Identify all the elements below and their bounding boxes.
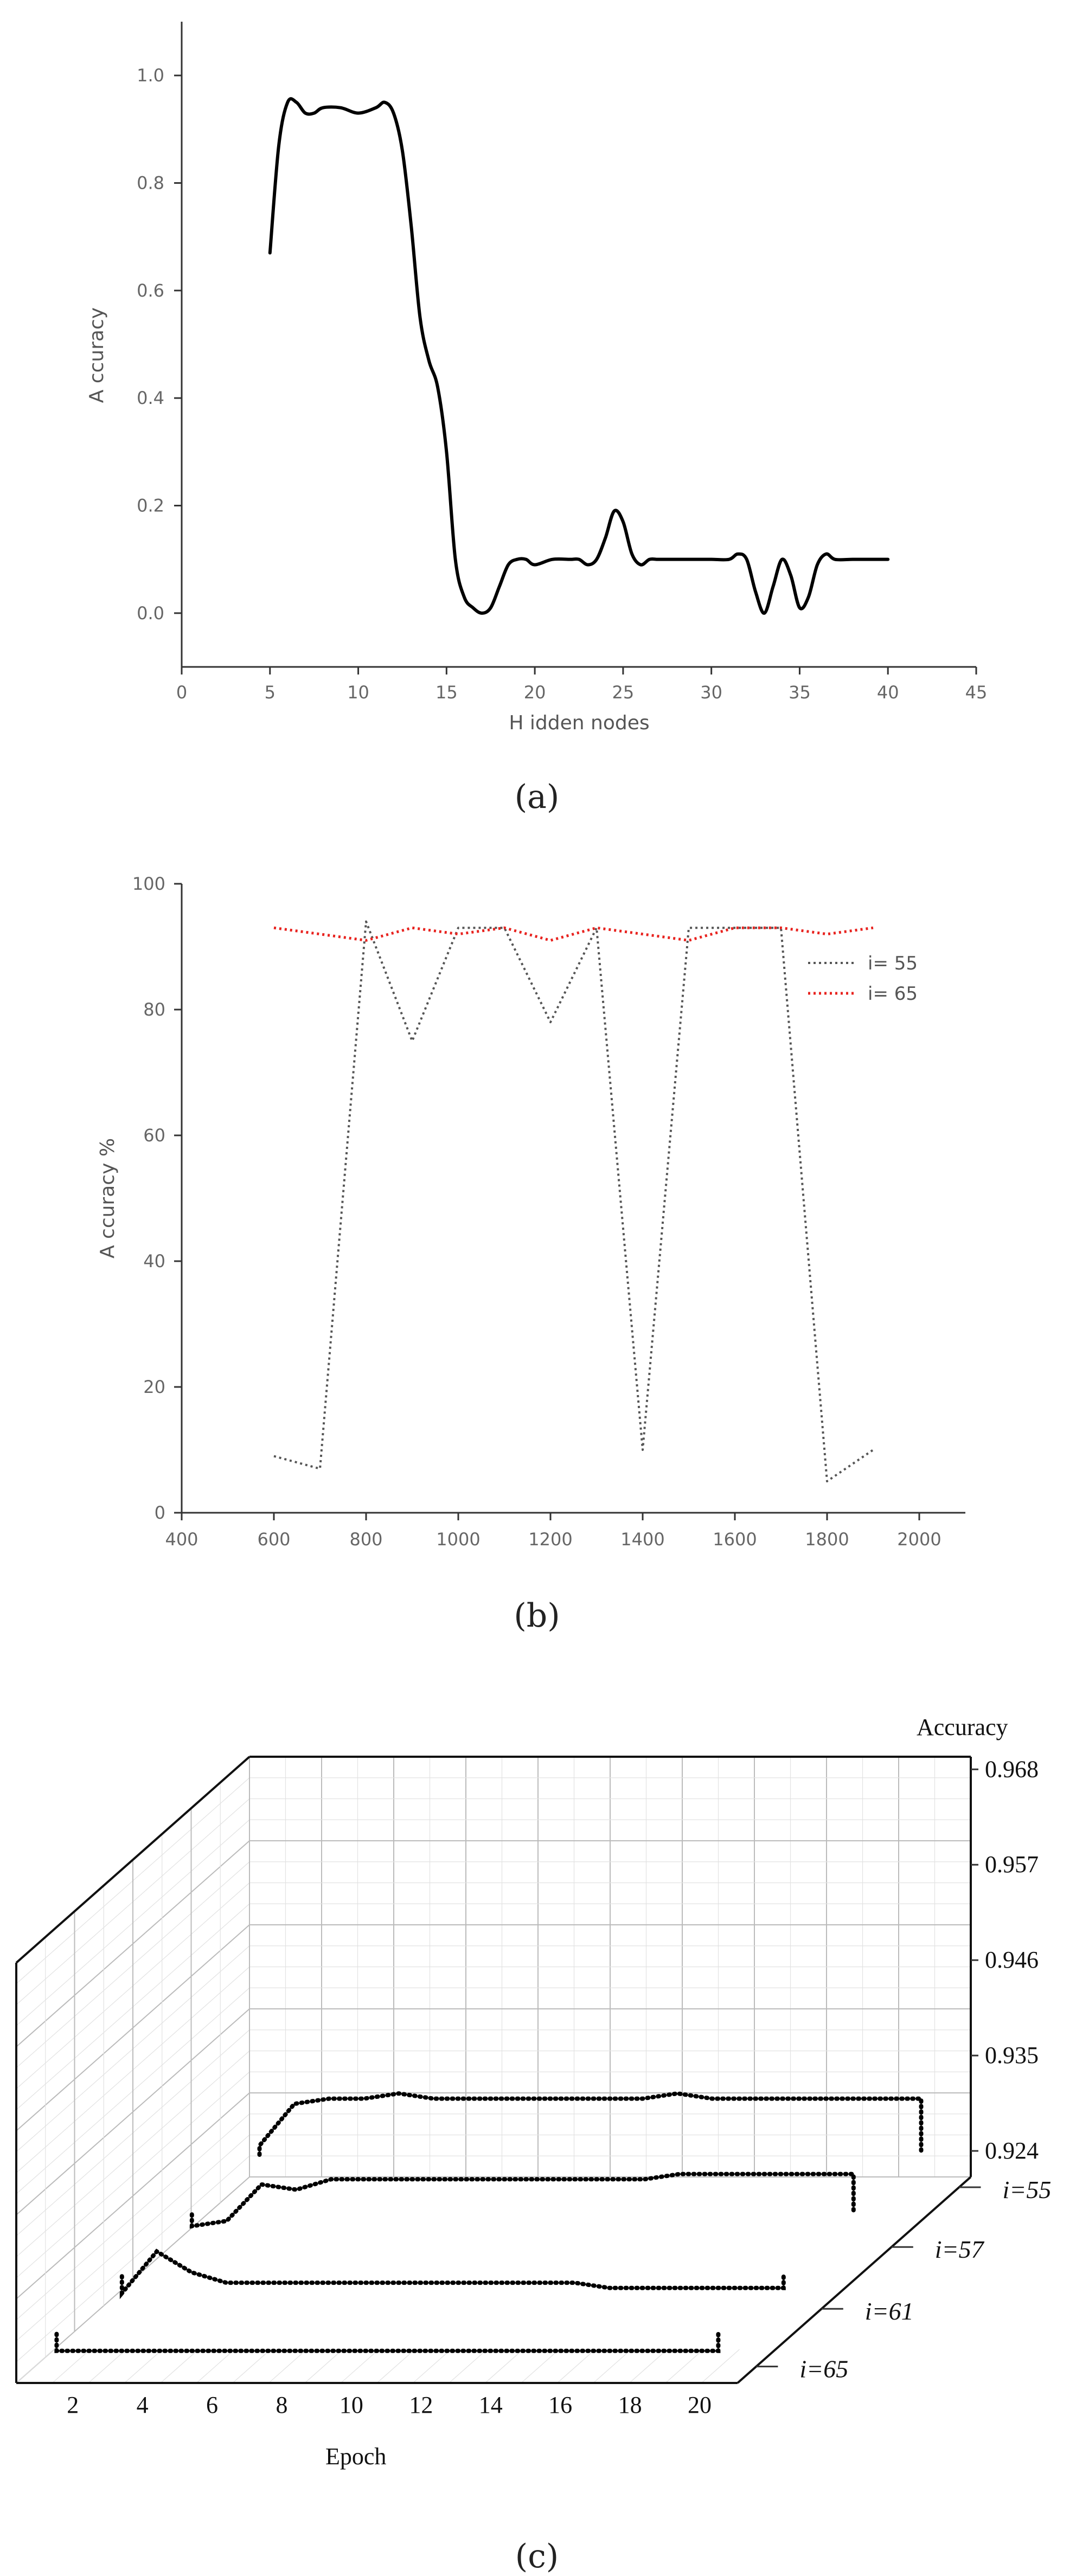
- chart-c-x-tick-label: 18: [618, 2392, 642, 2418]
- chart-b-caption: (b): [514, 1597, 560, 1635]
- chart-c-depth-label: i=55: [1003, 2176, 1052, 2204]
- chart-b-y-tick-label: 80: [143, 999, 165, 1020]
- chart-c-floor-grid: [341, 2349, 379, 2384]
- chart-c-floor-grid: [629, 2349, 668, 2384]
- chart-a-x-tick-label: 40: [877, 682, 899, 703]
- chart-a-y-tick-label: 0.4: [137, 388, 164, 408]
- chart-c-floor-grid: [376, 2349, 415, 2384]
- chart-b-x-tick-label: 1600: [713, 1529, 757, 1550]
- chart-a-y-tick-label: 0.2: [137, 496, 164, 516]
- chart-c-floor-grid: [196, 2349, 235, 2384]
- chart-c-floor-grid: [88, 2349, 127, 2384]
- chart-b-x-tick-label: 600: [257, 1529, 290, 1550]
- chart-a-y-label: A ccuracy: [86, 307, 108, 403]
- chart-b-x-tick-label: 1400: [620, 1529, 664, 1550]
- chart-c-floor-grid: [665, 2349, 704, 2384]
- chart-c-floor-grid: [232, 2349, 271, 2384]
- chart-c-x-tick-label: 20: [688, 2392, 712, 2418]
- chart-c-z-label: Accuracy: [917, 1714, 1008, 1740]
- chart-a-x-tick-label: 5: [265, 682, 276, 703]
- chart-c-floor-grid: [449, 2349, 488, 2384]
- chart-c-series-i61: [119, 2249, 786, 2299]
- chart-c-floor-grid: [268, 2349, 307, 2384]
- chart-c-x-label: Epoch: [325, 2443, 386, 2470]
- chart-a-x-tick-label: 15: [435, 682, 458, 703]
- chart-c-series-i57: [189, 2172, 856, 2229]
- chart-c-floor-grid: [124, 2349, 163, 2384]
- chart-c-floor-grid: [413, 2349, 451, 2384]
- chart-b-x-tick-label: 1200: [528, 1529, 572, 1550]
- chart-c-z-tick-label: 0.946: [985, 1947, 1039, 1973]
- chart-c-z-tick-label: 0.957: [985, 1851, 1039, 1878]
- legend-label-i55: i= 55: [868, 953, 918, 974]
- chart-a-x-tick-label: 20: [524, 682, 546, 703]
- chart-a-x-tick-label: 0: [176, 682, 187, 703]
- chart-b-legend: i= 55 i= 65: [808, 953, 918, 1005]
- chart-c-floor-grid: [160, 2349, 199, 2384]
- chart-c-depth-label: i=61: [865, 2297, 914, 2325]
- chart-c-x-tick-label: 16: [548, 2392, 572, 2418]
- legend-label-i65: i= 65: [868, 983, 918, 1005]
- chart-a-x-tick-label: 25: [612, 682, 635, 703]
- chart-b-y-tick-label: 40: [143, 1251, 165, 1271]
- chart-c-z-tick-label: 0.935: [985, 2042, 1039, 2068]
- chart-b-x-tick-label: 1800: [805, 1529, 849, 1550]
- chart-c-x-tick-label: 8: [276, 2392, 287, 2418]
- chart-c-depth-label: i=57: [935, 2235, 985, 2263]
- chart-b-x-tick-label: 1000: [436, 1529, 480, 1550]
- chart-b-y-tick-label: 60: [143, 1125, 165, 1146]
- chart-c-floor-grid: [593, 2349, 632, 2384]
- chart-b-x-tick-label: 2000: [897, 1529, 941, 1550]
- chart-c-z-tick-label: 0.924: [985, 2137, 1039, 2164]
- chart-c-floor-grid: [52, 2349, 91, 2384]
- chart-b-x-tick-label: 400: [165, 1529, 198, 1550]
- chart-c-floor-grid: [557, 2349, 595, 2384]
- chart-c-caption: (c): [515, 2538, 559, 2575]
- chart-c-x-tick-label: 6: [206, 2392, 218, 2418]
- chart-b-y-label: A ccuracy %: [97, 1138, 119, 1258]
- chart-c-frame-top-diag: [15, 1756, 251, 1964]
- chart-b-x-tick-label: 800: [349, 1529, 382, 1550]
- chart-c-x-tick-label: 10: [340, 2392, 363, 2418]
- chart-c-floor-grid: [485, 2349, 523, 2384]
- chart-c-floor-grid: [304, 2349, 343, 2384]
- chart-a-x-tick-label: 45: [965, 682, 988, 703]
- chart-b-y-tick-label: 100: [132, 873, 165, 894]
- chart-c-x-tick-label: 14: [479, 2392, 503, 2418]
- chart-c-floor-grid: [16, 2349, 55, 2384]
- chart-c-depth-label: i=65: [799, 2355, 848, 2383]
- chart-c-floor-grid: [701, 2349, 740, 2384]
- chart-a-x-tick-label: 35: [789, 682, 811, 703]
- chart-b: 400 600 800 1000 1200 1400 1600 1800 2000 0 20 40 60…: [97, 873, 965, 1635]
- chart-c-series-i55: [257, 2091, 924, 2157]
- chart-a: 0 5 10 15 20 25 30 35 40 45 0.0 0.2 0.4 0.6 0.8 1.0 H i…: [86, 22, 987, 816]
- chart-a-y-tick-label: 0.0: [137, 603, 164, 624]
- chart-c: 0.924 0.935 0.946 0.957 0.968 2 4 6 8 10 12 14 16 18 2…: [15, 1714, 1052, 2575]
- chart-c-x-tick-label: 4: [137, 2392, 149, 2418]
- chart-a-line: [268, 97, 890, 615]
- chart-c-series-i65: [54, 2331, 721, 2353]
- chart-a-x-tick-label: 30: [700, 682, 722, 703]
- chart-a-caption: (a): [515, 778, 560, 816]
- chart-c-x-tick-label: 12: [409, 2392, 433, 2418]
- chart-a-x-tick-label: 10: [347, 682, 369, 703]
- chart-c-x-tick-label: 2: [67, 2392, 79, 2418]
- chart-c-z-tick-label: 0.968: [985, 1756, 1039, 1782]
- chart-b-series-i55: [273, 920, 874, 1482]
- chart-b-y-tick-label: 20: [143, 1377, 165, 1397]
- chart-b-series-i65: [273, 926, 874, 942]
- chart-c-floor-grid: [521, 2349, 560, 2384]
- chart-a-x-label: H idden nodes: [509, 712, 649, 734]
- chart-a-y-tick-label: 0.8: [137, 173, 164, 194]
- chart-c-frame-depth: [736, 2176, 972, 2384]
- chart-a-y-tick-label: 0.6: [137, 280, 164, 301]
- chart-a-y-tick-label: 1.0: [137, 65, 164, 86]
- chart-b-y-tick-label: 0: [155, 1502, 165, 1523]
